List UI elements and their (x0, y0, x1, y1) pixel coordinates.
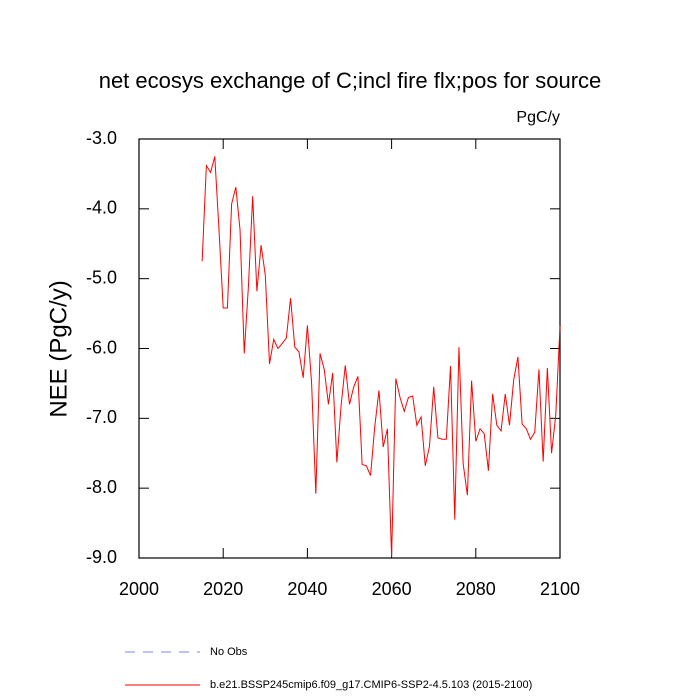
y-tick-label: -7.0 (86, 407, 117, 427)
x-tick-label: 2100 (540, 579, 580, 599)
y-tick-label: -8.0 (86, 477, 117, 497)
y-tick-label: -9.0 (86, 547, 117, 567)
y-tick-label: -4.0 (86, 198, 117, 218)
chart-title: net ecosys exchange of C;incl fire flx;p… (99, 68, 602, 93)
x-tick-label: 2080 (456, 579, 496, 599)
y-tick-label: -6.0 (86, 337, 117, 357)
x-tick-label: 2020 (203, 579, 243, 599)
legend-label: No Obs (210, 646, 248, 658)
units-label: PgC/y (516, 109, 560, 126)
legend-label: b.e21.BSSP245cmip6.f09_g17.CMIP6-SSP2-4.… (210, 679, 532, 691)
y-tick-label: -5.0 (86, 267, 117, 287)
y-tick-label: -3.0 (86, 128, 117, 148)
x-tick-label: 2040 (287, 579, 327, 599)
x-tick-label: 2060 (372, 579, 412, 599)
data-line (201, 156, 561, 557)
x-tick-label: 2000 (119, 579, 159, 599)
y-axis-label: NEE (PgC/y) (45, 280, 72, 417)
plot-frame (138, 138, 561, 559)
